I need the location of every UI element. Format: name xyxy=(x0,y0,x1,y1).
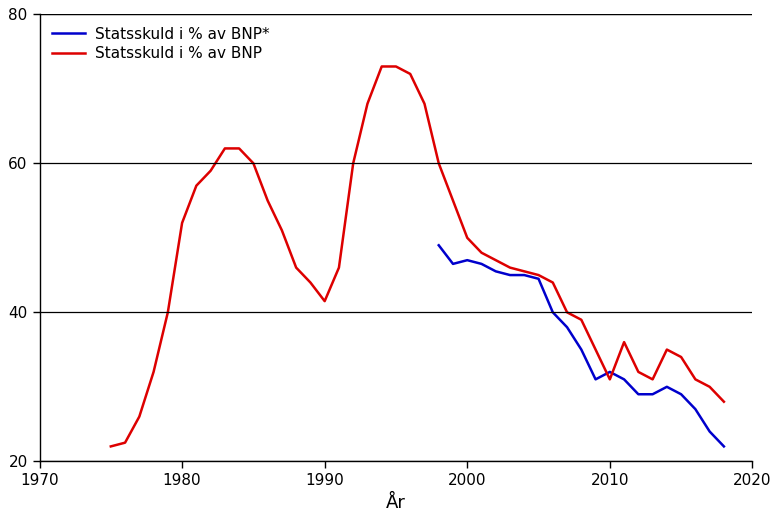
Statsskuld i % av BNP xyxy=(519,268,529,275)
Statsskuld i % av BNP xyxy=(320,298,329,304)
Statsskuld i % av BNP xyxy=(448,198,458,204)
Statsskuld i % av BNP* xyxy=(477,261,486,267)
Statsskuld i % av BNP xyxy=(633,369,643,375)
Statsskuld i % av BNP* xyxy=(548,309,558,316)
Statsskuld i % av BNP xyxy=(477,250,486,256)
Statsskuld i % av BNP* xyxy=(519,272,529,278)
X-axis label: År: År xyxy=(386,493,406,512)
Statsskuld i % av BNP* xyxy=(662,384,672,390)
Statsskuld i % av BNP* xyxy=(562,324,572,330)
Statsskuld i % av BNP xyxy=(491,257,501,263)
Statsskuld i % av BNP xyxy=(363,100,372,107)
Statsskuld i % av BNP xyxy=(120,439,129,446)
Statsskuld i % av BNP* xyxy=(705,428,714,435)
Statsskuld i % av BNP* xyxy=(605,369,615,375)
Statsskuld i % av BNP xyxy=(192,183,201,189)
Statsskuld i % av BNP xyxy=(676,354,686,360)
Statsskuld i % av BNP xyxy=(106,443,115,449)
Statsskuld i % av BNP xyxy=(377,63,386,70)
Statsskuld i % av BNP xyxy=(177,220,186,226)
Statsskuld i % av BNP* xyxy=(676,391,686,397)
Statsskuld i % av BNP xyxy=(619,339,629,345)
Statsskuld i % av BNP xyxy=(705,384,714,390)
Statsskuld i % av BNP xyxy=(719,399,729,405)
Line: Statsskuld i % av BNP*: Statsskuld i % av BNP* xyxy=(438,245,724,446)
Statsskuld i % av BNP xyxy=(548,279,558,285)
Statsskuld i % av BNP* xyxy=(576,346,586,353)
Statsskuld i % av BNP* xyxy=(491,268,501,275)
Statsskuld i % av BNP xyxy=(648,376,658,383)
Statsskuld i % av BNP xyxy=(505,265,515,271)
Statsskuld i % av BNP xyxy=(562,309,572,316)
Statsskuld i % av BNP* xyxy=(463,257,472,263)
Statsskuld i % av BNP xyxy=(163,309,172,316)
Statsskuld i % av BNP xyxy=(149,369,158,375)
Statsskuld i % av BNP xyxy=(335,265,344,271)
Statsskuld i % av BNP* xyxy=(648,391,658,397)
Statsskuld i % av BNP xyxy=(135,413,144,420)
Statsskuld i % av BNP* xyxy=(434,242,443,249)
Statsskuld i % av BNP xyxy=(420,100,429,107)
Statsskuld i % av BNP xyxy=(249,160,258,166)
Statsskuld i % av BNP* xyxy=(633,391,643,397)
Line: Statsskuld i % av BNP: Statsskuld i % av BNP xyxy=(111,67,724,446)
Statsskuld i % av BNP xyxy=(292,265,301,271)
Statsskuld i % av BNP xyxy=(591,346,601,353)
Statsskuld i % av BNP xyxy=(534,272,543,278)
Statsskuld i % av BNP* xyxy=(619,376,629,383)
Statsskuld i % av BNP xyxy=(349,160,358,166)
Statsskuld i % av BNP xyxy=(463,235,472,241)
Statsskuld i % av BNP xyxy=(306,279,315,285)
Statsskuld i % av BNP xyxy=(263,198,272,204)
Statsskuld i % av BNP* xyxy=(448,261,458,267)
Statsskuld i % av BNP xyxy=(220,145,229,151)
Statsskuld i % av BNP xyxy=(392,63,401,70)
Statsskuld i % av BNP* xyxy=(505,272,515,278)
Statsskuld i % av BNP xyxy=(691,376,700,383)
Statsskuld i % av BNP xyxy=(235,145,244,151)
Statsskuld i % av BNP* xyxy=(591,376,601,383)
Statsskuld i % av BNP xyxy=(434,160,443,166)
Statsskuld i % av BNP* xyxy=(719,443,729,449)
Statsskuld i % av BNP xyxy=(406,71,415,77)
Statsskuld i % av BNP xyxy=(277,227,286,233)
Statsskuld i % av BNP xyxy=(576,317,586,323)
Statsskuld i % av BNP xyxy=(662,346,672,353)
Statsskuld i % av BNP xyxy=(605,376,615,383)
Statsskuld i % av BNP xyxy=(206,167,215,174)
Legend: Statsskuld i % av BNP*, Statsskuld i % av BNP: Statsskuld i % av BNP*, Statsskuld i % a… xyxy=(47,22,274,66)
Statsskuld i % av BNP* xyxy=(534,276,543,282)
Statsskuld i % av BNP* xyxy=(691,406,700,412)
